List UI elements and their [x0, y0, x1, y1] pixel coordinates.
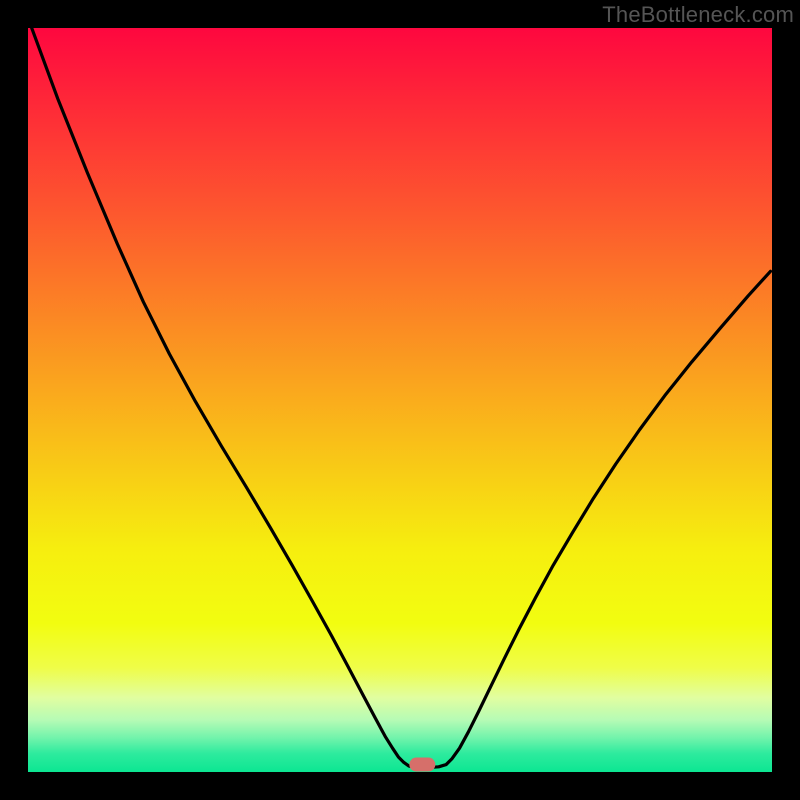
bottleneck-chart [0, 0, 800, 800]
watermark-text: TheBottleneck.com [602, 2, 794, 28]
optimal-marker [409, 758, 435, 772]
chart-root: TheBottleneck.com [0, 0, 800, 800]
